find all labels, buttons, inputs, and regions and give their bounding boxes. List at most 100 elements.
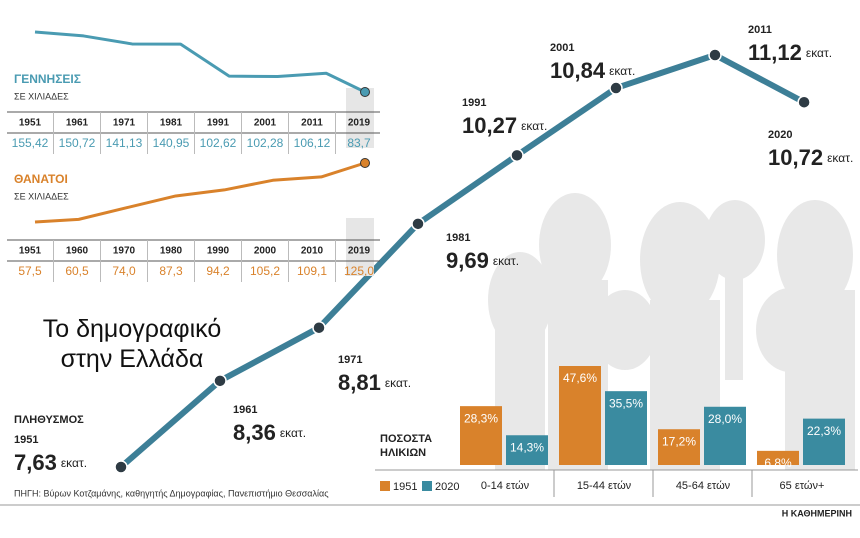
table-year: 1980: [160, 246, 183, 257]
bar-label: 22,3%: [807, 424, 841, 438]
value-label: 10,84 εκατ.: [550, 58, 635, 83]
table-value: 74,0: [112, 264, 136, 278]
population-title: ΠΛΗΘΥΣΜΟΣ: [14, 414, 84, 426]
population-point: [114, 460, 128, 474]
value-unit: εκατ.: [806, 46, 832, 60]
year-label: 2020: [768, 129, 792, 141]
table-value: 109,1: [297, 264, 327, 278]
table-value: 150,72: [59, 136, 96, 150]
highlight-box: [346, 88, 374, 148]
value-label: 7,63 εκατ.: [14, 450, 87, 475]
table-value: 83,7: [347, 136, 371, 150]
publisher: Η ΚΑΘΗΜΕΡΙΝΗ: [782, 508, 852, 518]
main-title: Το δημογραφικό στην Ελλάδα: [42, 315, 222, 373]
year-label: 1961: [233, 404, 257, 416]
year-label: 1981: [446, 232, 470, 244]
value-number: 8,81: [338, 370, 381, 395]
bar-label: 6,8%: [764, 456, 792, 470]
table-year: 2019: [348, 118, 371, 129]
population-point: [708, 48, 722, 62]
bar-label: 47,6%: [563, 371, 597, 385]
value-label: 8,81 εκατ.: [338, 370, 411, 395]
category-label: 15-44 ετών: [577, 480, 632, 492]
value-unit: εκατ.: [61, 456, 87, 470]
table-year: 1960: [66, 246, 89, 257]
age-bar: [460, 406, 502, 465]
value-number: 7,63: [14, 450, 57, 475]
table-value: 102,28: [247, 136, 284, 150]
population-point: [797, 95, 811, 109]
bar-label: 28,3%: [464, 411, 498, 425]
table-value: 94,2: [206, 264, 230, 278]
age-bar: [559, 366, 601, 465]
legend-swatch: [380, 481, 390, 491]
legend-label: 2020: [435, 481, 459, 493]
table-year: 1951: [19, 246, 42, 257]
table-year: 2019: [348, 246, 371, 257]
age-bar: [757, 450, 799, 465]
year-label: 2011: [748, 24, 772, 36]
population-point: [312, 320, 326, 335]
table-year: 2001: [254, 118, 277, 129]
table-value: 106,12: [294, 136, 331, 150]
value-label: 10,72 εκατ.: [768, 145, 853, 170]
panel-subtitle: ΣΕ ΧΙΛΙΑΔΕΣ: [14, 91, 69, 101]
highlight-box: [346, 218, 374, 276]
category-label: 0-14 ετών: [481, 480, 530, 492]
year-label: 2001: [550, 42, 574, 54]
table-year: 2011: [301, 118, 323, 129]
year-label: 1991: [462, 97, 486, 109]
value-unit: εκατ.: [609, 64, 635, 78]
last-point: [360, 158, 370, 168]
panel-subtitle: ΣΕ ΧΙΛΙΑΔΕΣ: [14, 191, 69, 201]
table-value: 105,2: [250, 264, 280, 278]
population-point: [411, 217, 425, 231]
value-unit: εκατ.: [827, 151, 853, 165]
population-line: [119, 52, 806, 470]
value-label: 9,69 εκατ.: [446, 248, 519, 273]
bar-label: 14,3%: [510, 440, 544, 454]
table-year: 1961: [66, 118, 89, 129]
value-number: 11,12: [748, 40, 802, 65]
table-value: 102,62: [200, 136, 237, 150]
table-year: 1981: [160, 118, 183, 129]
value-unit: εκατ.: [493, 254, 519, 268]
value-number: 10,84: [550, 58, 606, 83]
source: ΠΗΓΗ: Βύρων Κοτζαμάνης, καθηγητής Δημογρ…: [14, 488, 329, 498]
value-number: 10,72: [768, 145, 823, 170]
table-value: 57,5: [18, 264, 42, 278]
age-bar: [605, 391, 647, 465]
table-value: 125,0: [344, 264, 374, 278]
legend-label: 1951: [393, 481, 417, 493]
value-number: 10,27: [462, 113, 517, 138]
age-bar: [658, 429, 700, 465]
table-value: 140,95: [153, 136, 190, 150]
bar-label: 35,5%: [609, 396, 643, 410]
sparkline: [34, 161, 366, 224]
value-number: 9,69: [446, 248, 489, 273]
bar-label: 28,0%: [708, 412, 742, 426]
age-bar: [803, 418, 845, 465]
value-number: 8,36: [233, 420, 276, 445]
table-value: 155,42: [12, 136, 49, 150]
population-point: [510, 148, 524, 163]
table-year: 1990: [207, 246, 230, 257]
value-unit: εκατ.: [521, 119, 547, 133]
year-label: 1951: [14, 434, 38, 446]
table-year: 2010: [301, 246, 324, 257]
legend-swatch: [422, 481, 432, 491]
table-value: 141,13: [106, 136, 143, 150]
table-value: 87,3: [159, 264, 183, 278]
category-label: 65 ετών+: [780, 480, 825, 492]
value-label: 10,27 εκατ.: [462, 113, 547, 138]
age-title: ΠΟΣΟΣΤΑ ΗΛΙΚΙΩΝ: [380, 433, 433, 459]
panel-title: ΓΕΝΝΗΣΕΙΣ: [14, 72, 81, 86]
category-label: 45-64 ετών: [676, 480, 731, 492]
age-bar: [506, 435, 548, 465]
panel-title: ΘΑΝΑΤΟΙ: [14, 172, 68, 186]
age-bar: [704, 406, 746, 465]
table-year: 1951: [19, 118, 42, 129]
sparkline: [34, 30, 366, 94]
